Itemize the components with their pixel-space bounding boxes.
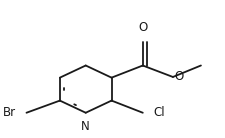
Text: O: O — [174, 71, 183, 83]
Text: N: N — [81, 120, 90, 133]
Text: Cl: Cl — [153, 106, 164, 119]
Text: O: O — [137, 21, 147, 34]
Text: Br: Br — [2, 106, 16, 119]
